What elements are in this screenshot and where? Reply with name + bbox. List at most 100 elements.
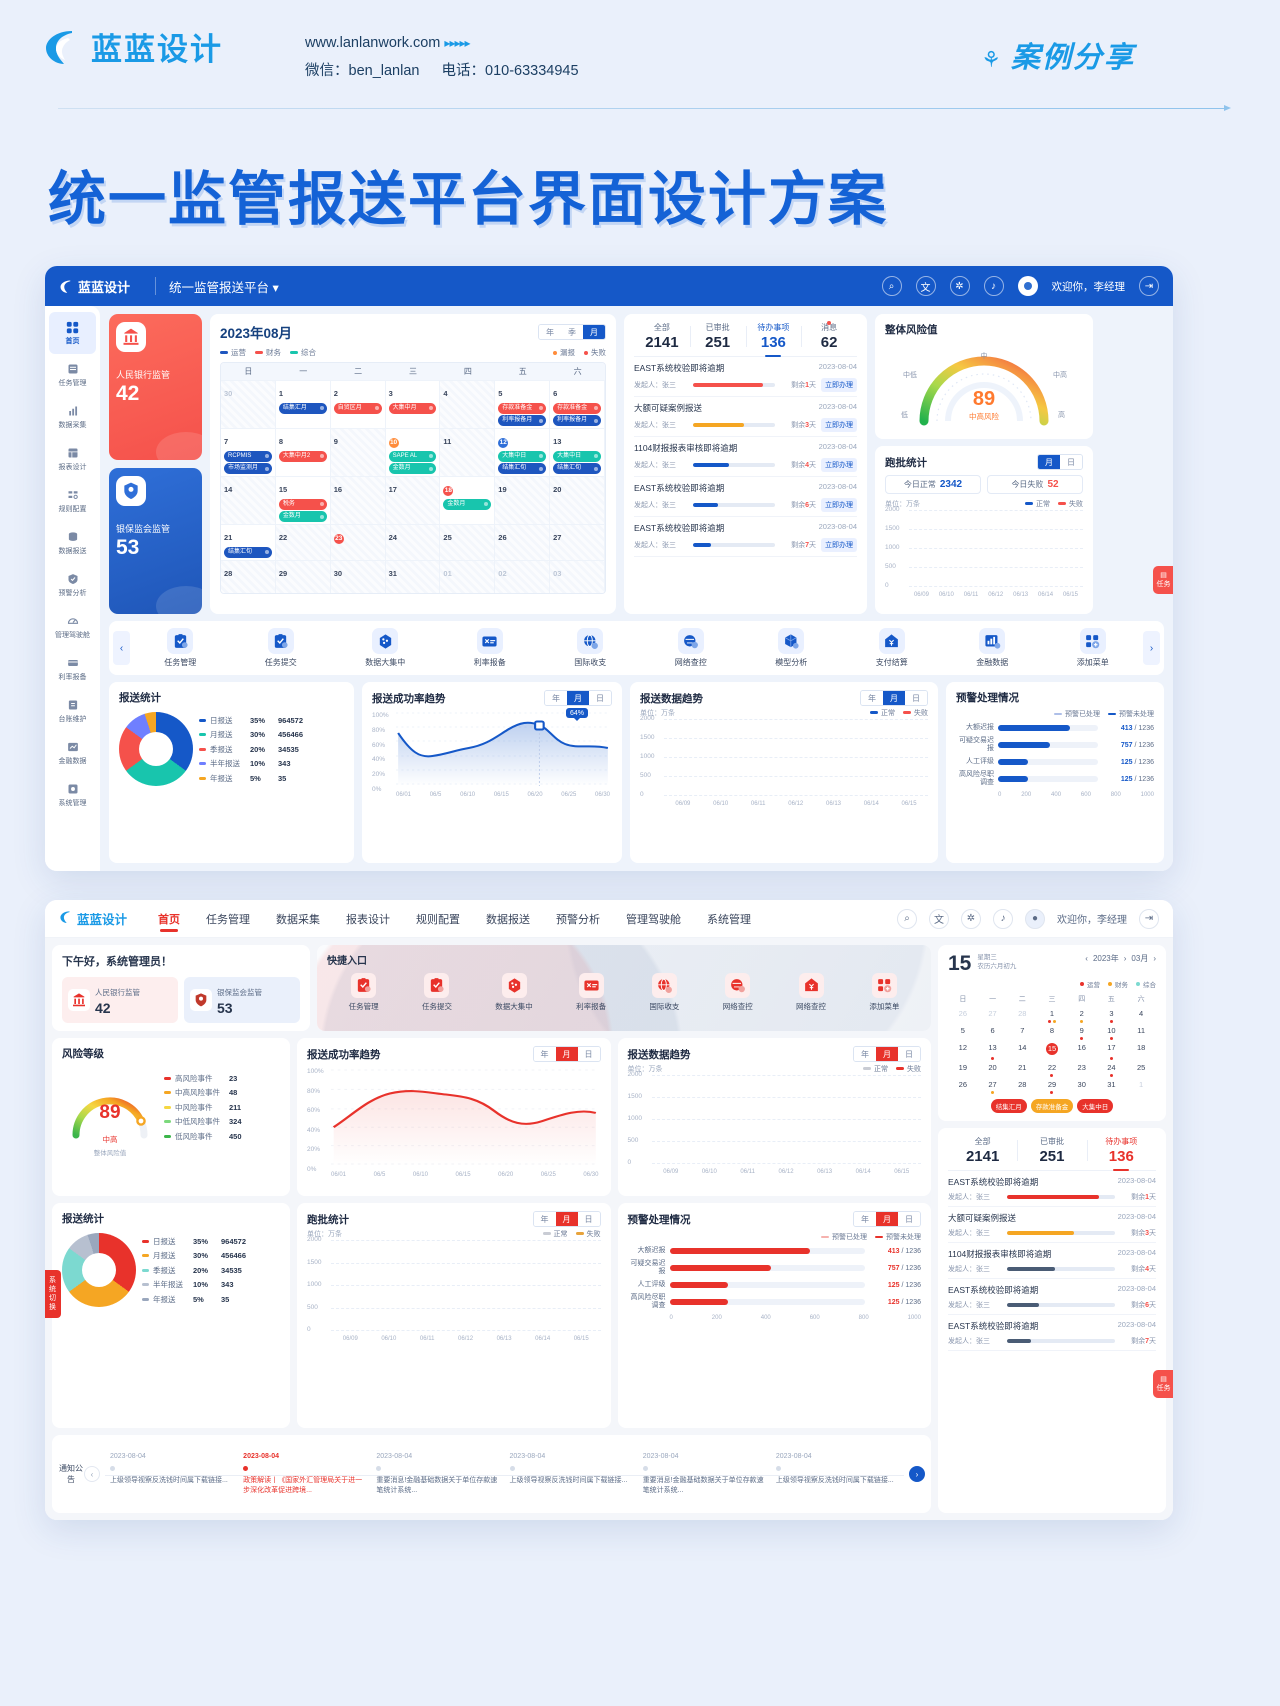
calendar-event-chip[interactable]: 存款准备金: [498, 402, 547, 414]
sidebar-item-finance-data[interactable]: 金融数据: [45, 732, 100, 774]
calendar-day-cell[interactable]: 31: [385, 559, 441, 593]
nav-item-报表设计[interactable]: 报表设计: [346, 913, 391, 926]
batch-range-toggle[interactable]: 年 月 日: [532, 1211, 601, 1227]
notice-item[interactable]: 2023-08-04 上级领导视察反洗钱时间属下载链接...: [771, 1453, 904, 1496]
mini-calendar-day[interactable]: 8: [1049, 1026, 1055, 1035]
shortcut-网络查控[interactable]: 网络查控: [675, 628, 707, 668]
mini-calendar-day[interactable]: 26: [958, 1009, 968, 1018]
shortcut-利率报备[interactable]: 利率报备: [474, 628, 506, 668]
mini-calendar-day[interactable]: 28: [1018, 1080, 1027, 1089]
nav-item-系统管理[interactable]: 系统管理: [707, 913, 752, 926]
quick-网络查控[interactable]: 网络查控: [796, 973, 826, 1012]
notice-item[interactable]: 2023-08-04 重要消息!金融基础数据关于单位存款速笔统计系统...: [638, 1453, 771, 1496]
sidebar-item-system-manage[interactable]: 系统管理: [45, 774, 100, 816]
quick-数据大集中[interactable]: 数据大集中: [495, 973, 533, 1012]
todo-item[interactable]: EAST系统校验即将逾期 2023-08-04 发起人：张三 剩余1天 立即办理: [634, 357, 857, 397]
sidebar-item-rate-report[interactable]: 利率报备: [45, 648, 100, 690]
mini-calendar-day[interactable]: 18: [1136, 1043, 1146, 1052]
success-range-toggle[interactable]: 年 月 日: [544, 690, 612, 706]
calendar-day-cell[interactable]: 18 金数月: [440, 476, 496, 524]
range-month[interactable]: 月: [567, 691, 589, 705]
range-month[interactable]: 月: [583, 325, 605, 339]
nav-item-规则配置[interactable]: 规则配置: [416, 913, 461, 926]
data-trend-range-toggle[interactable]: 年 月 日: [853, 1046, 921, 1062]
calendar-event-chip[interactable]: 自贸区月: [333, 402, 382, 414]
calendar-event-chip[interactable]: 利率报备月: [498, 415, 547, 426]
calendar-event-chip[interactable]: 大集中月: [388, 402, 437, 414]
calendar-event-chip[interactable]: 大集中月2: [278, 450, 327, 462]
mini-calendar-day[interactable]: 26: [958, 1080, 968, 1089]
handle-now-button[interactable]: 立即办理: [821, 498, 857, 512]
calendar-day-cell[interactable]: 20: [550, 476, 605, 524]
nav-item-管理驾驶舱[interactable]: 管理驾驶舱: [626, 913, 682, 926]
calendar-event-chip[interactable]: 利率报备月: [553, 415, 601, 426]
sidebar-item-task-manage[interactable]: 任务管理: [45, 354, 100, 396]
mini-calendar-day[interactable]: 27: [988, 1009, 997, 1018]
avatar[interactable]: ●: [1025, 908, 1045, 929]
quick-网络查控[interactable]: 网络查控: [723, 973, 753, 1012]
mini-calendar-day[interactable]: 21: [1018, 1063, 1027, 1072]
calendar-day-cell[interactable]: 10 SAPE AL 金数月: [385, 428, 441, 476]
sidebar-item-data-report[interactable]: 数据报送: [45, 522, 100, 564]
range-year[interactable]: 年: [545, 691, 567, 705]
mini-calendar-day[interactable]: 29: [1037, 1077, 1067, 1094]
todo-item[interactable]: EAST系统校验即将逾期 2023-08-04 发起人：张三 剩余7天 立即办理: [634, 517, 857, 557]
range-month[interactable]: 月: [883, 691, 905, 705]
range-day[interactable]: 日: [898, 1212, 920, 1226]
stat-todo[interactable]: 待办事项 136: [745, 322, 802, 351]
mini-calendar-day[interactable]: 5: [960, 1026, 965, 1035]
gear-icon[interactable]: ✲: [949, 276, 970, 296]
shortcut-任务提交[interactable]: 任务提交: [265, 628, 297, 668]
tile-cbirc[interactable]: 银保监会监管 53: [109, 468, 202, 614]
calendar-event-chip[interactable]: 结集汇月: [990, 1099, 1027, 1113]
stat-messages[interactable]: 消息 62: [801, 321, 857, 351]
todo-item[interactable]: 1104财报报表审核即将逾期 2023-08-04 发起人：张三 剩余4天: [948, 1243, 1156, 1279]
nav-item-首页[interactable]: 首页: [158, 902, 180, 936]
calendar-event-chip[interactable]: 存款准备金: [1030, 1099, 1074, 1113]
todo-item[interactable]: EAST系统校验即将逾期 2023-08-04 发起人：张三 剩余1天: [948, 1171, 1156, 1207]
mini-calendar-day[interactable]: 3: [1097, 1006, 1127, 1023]
calendar-day-cell[interactable]: 15 税务 金数月: [275, 476, 331, 524]
calendar-event-chip[interactable]: SAPE AL: [388, 450, 437, 462]
mini-calendar-day[interactable]: 25: [1136, 1063, 1146, 1072]
mini-calendar-day[interactable]: 17: [1097, 1040, 1127, 1060]
mini-calendar-day[interactable]: 27: [978, 1077, 1008, 1094]
batch-range-toggle[interactable]: 月 日: [1037, 454, 1083, 470]
shortcut-金融数据[interactable]: 金融数据: [976, 628, 1008, 668]
handle-now-button[interactable]: 立即办理: [821, 378, 857, 392]
calendar-event-chip[interactable]: 结集汇旬: [553, 463, 601, 474]
mini-calendar-day[interactable]: 15: [1045, 1043, 1058, 1055]
range-month[interactable]: 月: [876, 1047, 898, 1061]
mini-calendar-day[interactable]: 11: [1137, 1026, 1146, 1035]
search-icon[interactable]: ⌕: [881, 276, 902, 296]
range-day[interactable]: 日: [1060, 455, 1082, 469]
range-year[interactable]: 年: [854, 1047, 876, 1061]
calendar-event-chip[interactable]: RCPMIS: [224, 450, 272, 462]
calendar-day-cell[interactable]: 1 结集汇月: [275, 380, 331, 428]
next-year-button[interactable]: ›: [1123, 954, 1127, 963]
quick-添加菜单[interactable]: 添加菜单: [869, 973, 899, 1012]
calendar-event-chip[interactable]: 存款准备金: [553, 402, 601, 414]
todo-item[interactable]: 大额可疑案例报送 2023-08-04 发起人：张三 剩余3天: [948, 1207, 1156, 1243]
notice-item[interactable]: 2023-08-04 重要消息!金融基础数据关于单位存款速笔统计系统...: [371, 1453, 504, 1496]
mini-calendar-day[interactable]: 19: [958, 1063, 968, 1072]
mini-calendar-day[interactable]: 1: [1037, 1006, 1067, 1023]
calendar-day-cell[interactable]: 30: [330, 559, 386, 593]
calendar-day-cell[interactable]: 02: [495, 559, 551, 593]
calendar-day-cell[interactable]: 8 大集中月2: [275, 428, 331, 476]
quick-任务管理[interactable]: 任务管理: [349, 973, 379, 1012]
todo-item[interactable]: EAST系统校验即将逾期 2023-08-04 发起人：张三 剩余6天 立即办理: [634, 477, 857, 517]
quick-利率报备[interactable]: 利率报备: [576, 973, 606, 1012]
calendar-day-cell[interactable]: 7 RCPMIS 市场监测月: [221, 428, 276, 476]
search-icon[interactable]: ⌕: [897, 908, 917, 929]
range-year[interactable]: 年: [533, 1047, 556, 1061]
stat-approved[interactable]: 已审批 251: [689, 322, 746, 351]
sidebar-item-home[interactable]: 首页: [49, 312, 96, 354]
nav-item-任务管理[interactable]: 任务管理: [206, 913, 251, 926]
greet-card-cbirc[interactable]: 银保监会监管 53: [184, 977, 300, 1023]
avatar[interactable]: [1017, 276, 1038, 296]
nav-item-预警分析[interactable]: 预警分析: [556, 913, 601, 926]
translate-icon[interactable]: 文: [929, 908, 949, 929]
range-year[interactable]: 年: [861, 691, 883, 705]
notice-prev-button[interactable]: ‹: [84, 1466, 100, 1482]
